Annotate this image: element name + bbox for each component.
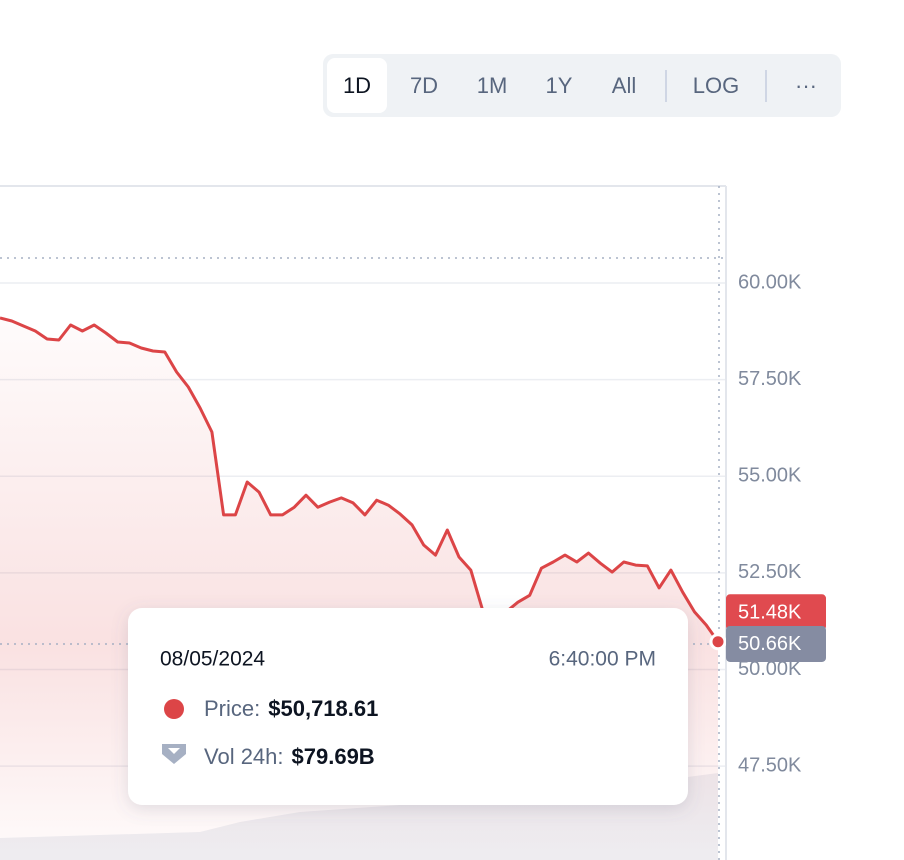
current-dot [709, 633, 727, 651]
toolbar-button[interactable]: 1D [343, 73, 371, 98]
toolbar-button[interactable]: All [612, 73, 636, 98]
y-tick-label: 47.50K [738, 754, 802, 776]
price-dot [164, 699, 184, 719]
tooltip-date: 08/05/2024 [160, 648, 265, 671]
price-value: $50,718.61 [268, 696, 378, 721]
volume-icon-inner [168, 748, 180, 754]
y-tick-label: 57.50K [738, 368, 802, 390]
active-button-bg [327, 58, 387, 113]
toolbar-button[interactable]: LOG [693, 73, 739, 98]
volume-label: Vol 24h: [204, 744, 284, 769]
toolbar-button[interactable]: ··· [795, 73, 817, 98]
toolbar-button[interactable]: 1M [477, 73, 508, 98]
toolbar-button[interactable]: 7D [410, 73, 438, 98]
y-tick-label: 60.00K [738, 271, 802, 293]
y-tick-label: 52.50K [738, 561, 802, 583]
price-badge-label: 50.66K [738, 633, 802, 655]
tooltip: 08/05/2024 6:40:00 PM Price: $50,718.61 Vol … [128, 608, 688, 805]
y-tick-label: 55.00K [738, 465, 802, 487]
tooltip-bg [128, 608, 688, 805]
price-line [0, 316, 720, 643]
y-tick-label: 50.00K [738, 658, 802, 680]
toolbar-bg [323, 54, 841, 117]
volume-value: $79.69B [292, 744, 375, 769]
price-label: Price: [204, 696, 260, 721]
toolbar-button[interactable]: 1Y [546, 73, 573, 98]
toolbar: 1D 7D 1M 1Y All LOG ··· [323, 54, 841, 117]
price-badge [726, 625, 826, 662]
price-badge [726, 594, 826, 631]
tooltip-time: 6:40:00 PM [549, 648, 656, 671]
tooltip-volume: Vol 24h: $79.69B [204, 744, 375, 769]
tooltip-price: Price: $50,718.61 [204, 696, 378, 721]
price-badge-label: 51.48K [738, 602, 802, 624]
